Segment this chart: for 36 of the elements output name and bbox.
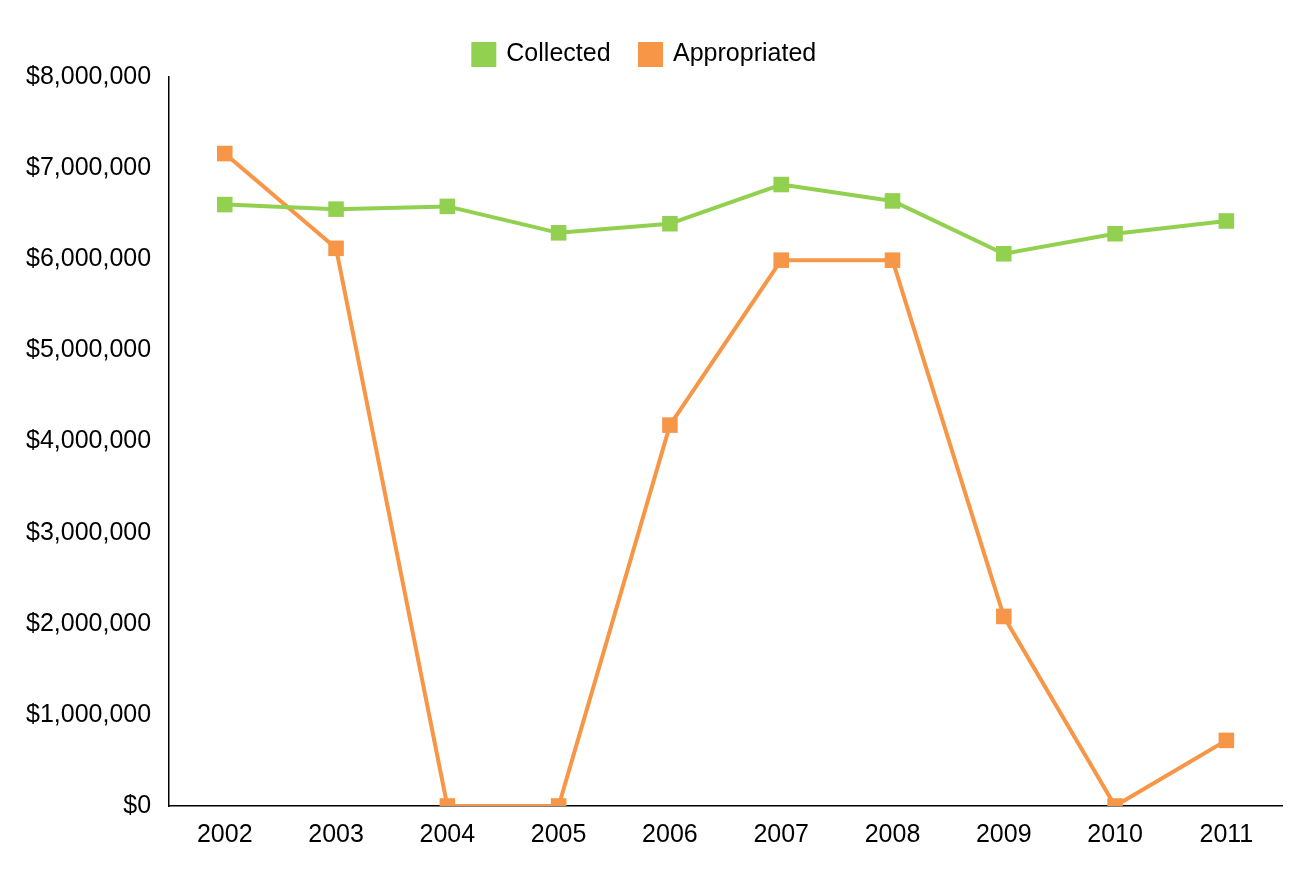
- y-tick-label: $6,000,000: [26, 243, 152, 272]
- x-tick-label: 2003: [308, 818, 364, 847]
- x-tick-label: 2002: [196, 818, 253, 847]
- point: [216, 196, 233, 213]
- x-tick-label: 2007: [753, 818, 810, 847]
- point: [1218, 213, 1235, 229]
- legend-label: Collected: [506, 38, 611, 67]
- point: [773, 176, 789, 193]
- y-tick-label: $5,000,000: [26, 334, 152, 363]
- y-tick-label: $8,000,000: [26, 60, 152, 89]
- point: [884, 252, 901, 268]
- point: [439, 198, 456, 215]
- point: [773, 252, 789, 268]
- x-tick-label: 2005: [530, 818, 587, 847]
- y-tick-label: $4,000,000: [26, 425, 152, 454]
- point: [328, 240, 344, 257]
- x-tick-label: 2011: [1199, 818, 1254, 847]
- point: [662, 417, 678, 433]
- y-tick-label: $7,000,000: [26, 152, 152, 181]
- x-tick-label: 2009: [975, 818, 1032, 847]
- x-tick-label: 2004: [419, 818, 476, 847]
- point: [328, 201, 344, 217]
- point: [662, 215, 678, 232]
- legend-label: Appropriated: [673, 38, 817, 67]
- point: [216, 145, 233, 162]
- x-tick-label: 2010: [1087, 818, 1143, 847]
- point: [1107, 225, 1123, 242]
- y-tick-label: $3,000,000: [26, 516, 152, 545]
- x-tick-label: 2008: [864, 818, 921, 847]
- point: [884, 193, 901, 209]
- y-tick-label: $0: [123, 789, 152, 818]
- y-tick-label: $2,000,000: [26, 607, 152, 636]
- x-tick-label: 2006: [642, 818, 698, 847]
- y-tick-label: $1,000,000: [26, 698, 152, 727]
- point: [550, 225, 567, 241]
- point: [996, 246, 1012, 262]
